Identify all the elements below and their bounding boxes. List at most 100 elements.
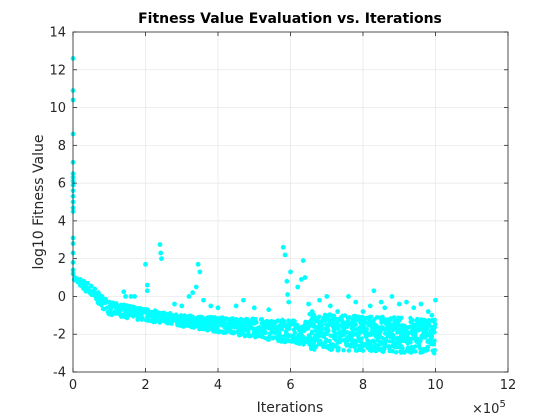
data-point <box>123 294 128 299</box>
x-axis-label: Iterations <box>257 400 324 416</box>
chart-title: Fitness Value Evaluation vs. Iterations <box>138 11 442 27</box>
data-point <box>328 303 333 308</box>
data-point <box>400 346 404 350</box>
data-point <box>241 298 246 303</box>
y-tick-label: 4 <box>58 214 66 229</box>
data-point <box>293 330 297 334</box>
data-point <box>336 346 340 350</box>
data-point <box>194 285 199 290</box>
data-point <box>360 336 364 340</box>
y-tick-label: 6 <box>58 177 66 192</box>
data-point <box>419 302 424 307</box>
y-tick-label: 2 <box>58 252 66 267</box>
data-point <box>433 318 437 322</box>
data-point <box>254 319 258 323</box>
data-point <box>368 303 373 308</box>
data-point <box>295 285 300 290</box>
data-point <box>285 292 290 297</box>
y-tick-label: 12 <box>49 63 66 78</box>
data-point <box>172 302 177 307</box>
y-axis-label: log10 Fitness Value <box>31 135 47 270</box>
data-point <box>201 298 206 303</box>
data-point <box>426 345 430 349</box>
data-point <box>432 339 436 343</box>
data-point <box>283 252 288 257</box>
data-point <box>391 328 395 332</box>
data-point <box>433 322 437 326</box>
data-point <box>190 290 195 295</box>
data-point <box>303 275 308 280</box>
data-point <box>429 335 433 339</box>
data-point <box>196 262 201 267</box>
data-point <box>432 330 436 334</box>
data-point <box>353 300 358 305</box>
data-point <box>317 314 321 318</box>
data-point <box>263 331 267 335</box>
data-point <box>346 294 351 299</box>
data-point <box>286 300 291 305</box>
data-point <box>317 298 322 303</box>
x-exponent-base: ×10 <box>472 402 499 417</box>
data-point <box>145 283 150 288</box>
x-tick-label: 8 <box>359 378 367 393</box>
data-point <box>118 308 123 313</box>
data-point <box>187 294 192 299</box>
data-point <box>335 309 340 314</box>
data-point <box>216 305 221 310</box>
y-tick-label: 8 <box>58 139 66 154</box>
data-point <box>391 333 395 337</box>
data-point <box>143 262 148 267</box>
data-point <box>232 331 236 335</box>
y-tick-label: -2 <box>53 328 66 343</box>
data-point <box>341 348 345 352</box>
data-point <box>411 305 416 310</box>
data-point <box>361 348 365 352</box>
x-tick-label: 2 <box>141 378 149 393</box>
data-point <box>356 334 360 338</box>
data-point <box>266 307 271 312</box>
data-point <box>399 316 403 320</box>
data-point <box>306 302 311 307</box>
data-point <box>179 303 184 308</box>
data-point <box>324 294 329 299</box>
data-point <box>390 294 395 299</box>
data-point <box>413 349 417 353</box>
data-point <box>92 286 97 291</box>
x-tick-label: 10 <box>427 378 444 393</box>
data-point <box>384 338 388 342</box>
data-point <box>158 251 163 256</box>
data-point <box>292 319 296 323</box>
data-point <box>353 322 357 326</box>
data-point <box>208 303 213 308</box>
data-point <box>96 290 101 295</box>
data-point <box>326 329 330 333</box>
data-point <box>404 300 409 305</box>
y-tick-label: 10 <box>49 101 66 116</box>
data-point <box>433 348 437 352</box>
data-point <box>271 336 275 340</box>
x-tick-label: 12 <box>500 378 517 393</box>
x-tick-label: 0 <box>69 378 77 393</box>
data-point <box>234 303 239 308</box>
data-point <box>429 313 434 318</box>
data-point <box>397 302 402 307</box>
data-point <box>145 288 150 293</box>
y-tick-label: 14 <box>49 26 66 41</box>
data-point <box>281 245 286 250</box>
data-point <box>121 289 126 294</box>
data-point <box>327 339 331 343</box>
data-point <box>140 315 144 319</box>
data-point <box>252 305 257 310</box>
data-point <box>433 298 438 303</box>
x-tick-label: 6 <box>286 378 294 393</box>
data-point <box>426 309 431 314</box>
data-point <box>411 318 415 322</box>
data-point <box>288 269 293 274</box>
data-point <box>379 300 384 305</box>
data-point <box>159 256 164 261</box>
x-tick-label: 4 <box>214 378 222 393</box>
data-point <box>371 288 376 293</box>
y-tick-label: 0 <box>58 290 66 305</box>
